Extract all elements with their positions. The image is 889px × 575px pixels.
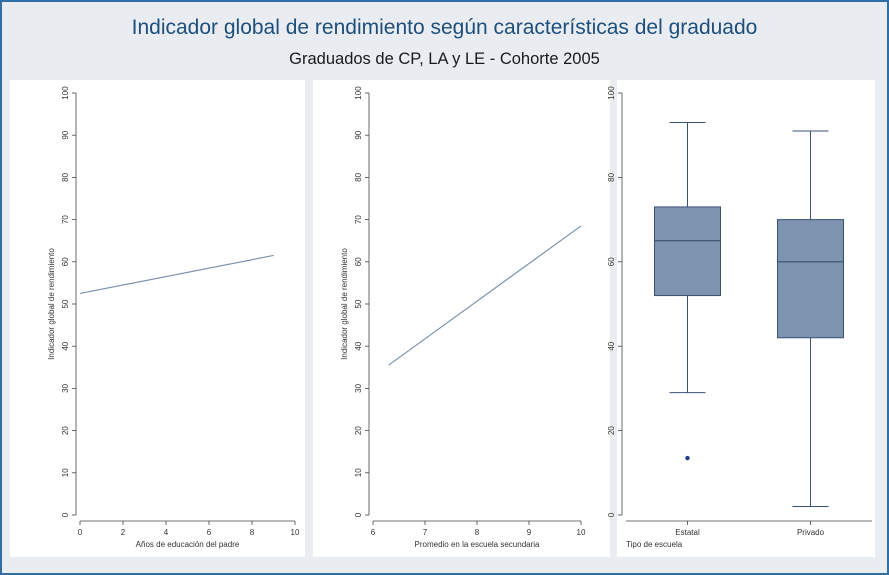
chart-title: Indicador global de rendimiento según ca… <box>131 16 758 39</box>
y-tick-label: 70 <box>354 215 363 224</box>
y-tick-label: 50 <box>354 299 363 308</box>
y-tick-label: 100 <box>61 86 70 100</box>
plot-panel-background <box>10 80 305 557</box>
x-tick-label: 7 <box>423 528 428 537</box>
x-tick-label: 9 <box>527 528 532 537</box>
y-tick-label: 10 <box>354 468 363 477</box>
y-tick-label: 30 <box>61 383 70 392</box>
series-line <box>388 225 582 366</box>
y-tick-label: 20 <box>354 426 363 435</box>
y-tick-label: 60 <box>61 257 70 266</box>
x-tick-label: 0 <box>78 528 83 537</box>
y-tick-label: 20 <box>61 426 70 435</box>
y-tick-label: 80 <box>607 172 616 181</box>
outlier-point <box>685 455 690 461</box>
x-axis-label: Tipo de escuela <box>626 540 683 549</box>
y-tick-label: 40 <box>61 341 70 350</box>
y-tick-label: 0 <box>607 512 616 517</box>
plot-panel-background <box>313 80 610 557</box>
x-tick-label: 6 <box>207 528 212 537</box>
y-tick-label: 0 <box>354 512 363 517</box>
y-tick-label: 60 <box>354 257 363 266</box>
y-tick-label: 10 <box>61 468 70 477</box>
category-label: Estatal <box>675 528 700 537</box>
x-tick-label: 4 <box>164 528 169 537</box>
y-axis-label: Indicador global de rendimiento <box>340 248 349 360</box>
y-tick-label: 100 <box>607 86 616 100</box>
y-tick-label: 60 <box>607 257 616 266</box>
y-tick-label: 40 <box>354 341 363 350</box>
y-tick-label: 40 <box>607 341 616 350</box>
chart-subtitle: Graduados de CP, LA y LE - Cohorte 2005 <box>289 50 600 68</box>
x-axis-label: Promedio en la escuela secundaria <box>415 540 541 549</box>
x-tick-label: 6 <box>371 528 376 537</box>
y-tick-label: 0 <box>61 512 70 517</box>
x-tick-label: 2 <box>121 528 126 537</box>
y-tick-label: 30 <box>354 383 363 392</box>
y-tick-label: 90 <box>61 130 70 139</box>
chart-panel-2: 0 10 20 30 40 50 60 70 80 90 100 Indicador global d… <box>313 80 610 557</box>
y-tick-label: 20 <box>607 426 616 435</box>
y-tick-label: 70 <box>61 215 70 224</box>
box-iqr <box>654 206 721 297</box>
y-tick-label: 80 <box>354 172 363 181</box>
box-iqr <box>777 219 844 339</box>
x-tick-label: 8 <box>475 528 480 537</box>
y-tick-label: 100 <box>354 86 363 100</box>
x-tick-label: 10 <box>577 528 586 537</box>
y-tick-label: 80 <box>61 172 70 181</box>
x-tick-label: 10 <box>291 528 300 537</box>
x-axis-label: Años de educación del padre <box>136 540 240 549</box>
chart-panel-3: 0 20 40 60 80 100 Estatal Privado Tipo de escuel… <box>607 80 875 557</box>
series-line <box>79 254 274 295</box>
y-tick-label: 90 <box>354 130 363 139</box>
category-label: Privado <box>797 528 825 537</box>
y-axis-label: Indicador global de rendimiento <box>47 248 56 360</box>
x-tick-label: 8 <box>250 528 255 537</box>
y-tick-label: 50 <box>61 299 70 308</box>
